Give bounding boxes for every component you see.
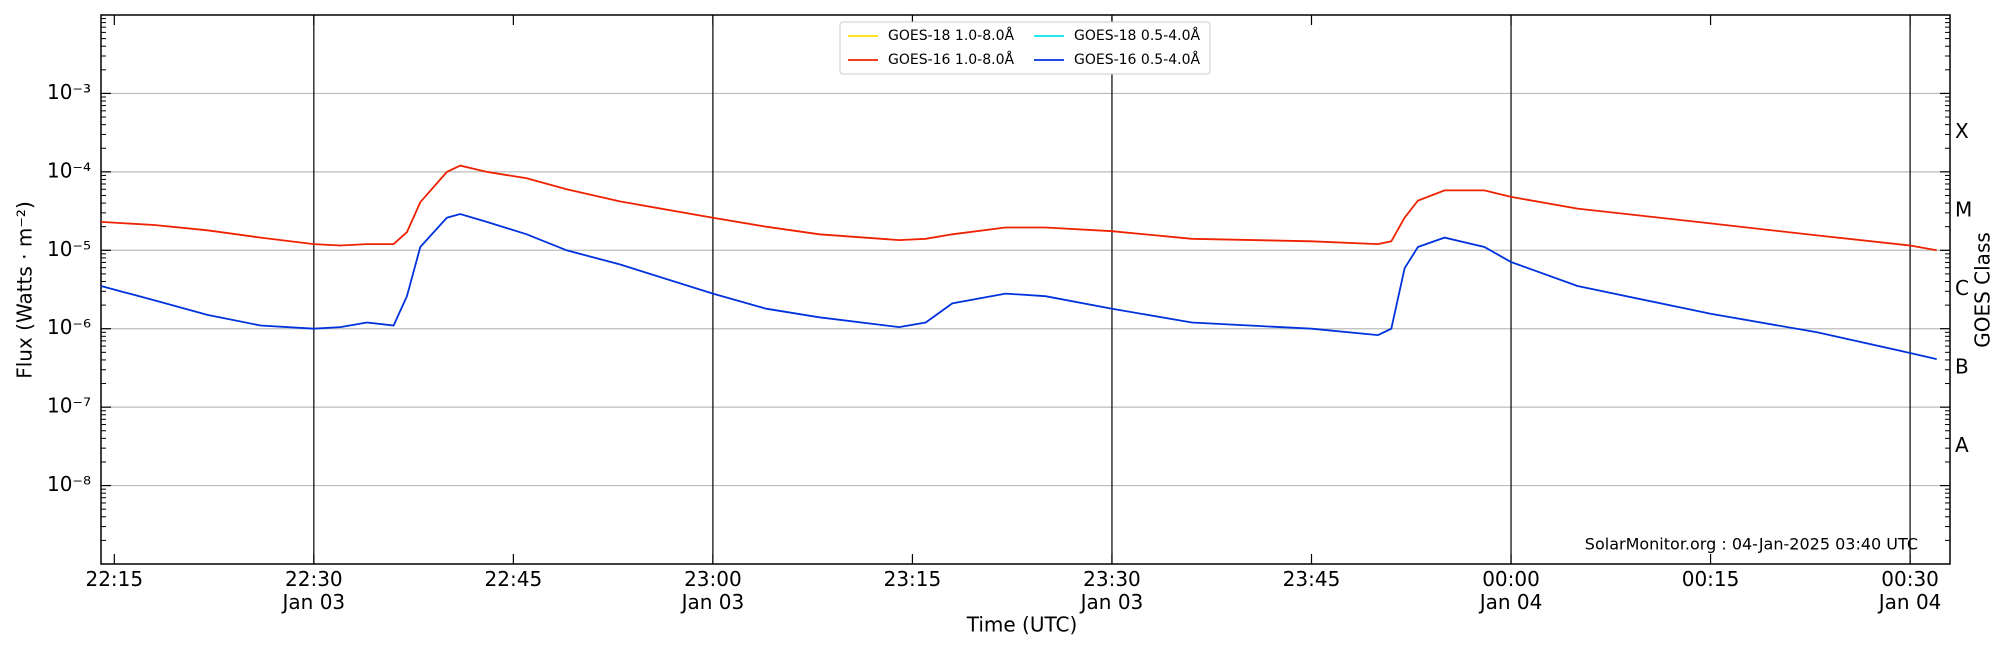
legend-label: GOES-16 1.0-8.0Å — [888, 51, 1014, 68]
y2-axis-label: GOES Class — [1971, 232, 1995, 348]
x-tick-label: 23:15 — [883, 567, 942, 591]
y-axis-label: Flux (Watts · m⁻²) — [13, 201, 37, 379]
x-tick-label: 00:00 Jan 04 — [1479, 567, 1543, 614]
y2-tick-label: B — [1955, 354, 1969, 378]
legend-label: GOES-18 1.0-8.0Å — [888, 27, 1014, 44]
series-line — [100, 164, 1937, 252]
plot-frame — [100, 14, 1951, 565]
x-tick-label: 22:30 Jan 03 — [282, 567, 346, 614]
y-tick-label: 10⁻⁵ — [47, 237, 91, 261]
x-tick-label: 23:00 Jan 03 — [681, 567, 745, 614]
x-tick-label: 22:15 — [85, 567, 144, 591]
x-tick-label: 00:15 — [1681, 567, 1740, 591]
y2-tick-label: C — [1955, 276, 1969, 300]
annotation: SolarMonitor.org : 04-Jan-2025 03:40 UTC — [1585, 535, 1918, 554]
legend-label: GOES-16 0.5-4.0Å — [1074, 51, 1200, 68]
y-tick-label: 10⁻⁷ — [47, 394, 91, 418]
series-line — [100, 213, 1937, 360]
y2-tick-label: A — [1955, 433, 1969, 457]
x-axis-label: Time (UTC) — [966, 613, 1078, 637]
y-tick-label: 10⁻⁴ — [47, 158, 91, 182]
x-tick-label: 23:30 Jan 03 — [1080, 567, 1144, 614]
y2-tick-label: M — [1955, 198, 1972, 222]
legend: GOES-18 1.0-8.0Å GOES-16 1.0-8.0Å GOES-18 … — [839, 21, 1211, 75]
y2-tick-label: X — [1955, 119, 1969, 143]
y-tick-label: 10⁻⁸ — [47, 472, 91, 496]
x-tick-label: 23:45 — [1282, 567, 1341, 591]
y-tick-label: 10⁻³ — [47, 80, 91, 104]
legend-label: GOES-18 0.5-4.0Å — [1074, 27, 1200, 44]
y-tick-label: 10⁻⁶ — [47, 315, 91, 339]
x-tick-label: 22:45 — [484, 567, 543, 591]
legend-box — [839, 21, 1211, 75]
x-tick-label: 00:30 Jan 04 — [1878, 567, 1942, 614]
